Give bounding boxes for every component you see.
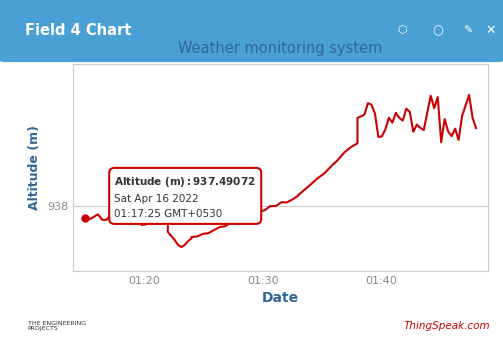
Text: $\bf{Altitude\ (m):937.49072}$
Sat Apr 16 2022
01:17:25 GMT+0530: $\bf{Altitude\ (m):937.49072}$ Sat Apr 1… bbox=[114, 175, 256, 219]
Text: ✎: ✎ bbox=[463, 26, 472, 35]
Text: Field 4 Chart: Field 4 Chart bbox=[25, 23, 131, 38]
Text: ⬡: ⬡ bbox=[397, 26, 407, 35]
Text: ○: ○ bbox=[432, 24, 443, 37]
Y-axis label: Altitude (m): Altitude (m) bbox=[28, 125, 41, 210]
Title: Weather monitoring system: Weather monitoring system bbox=[178, 41, 383, 56]
X-axis label: Date: Date bbox=[262, 291, 299, 305]
Text: ThingSpeak.com: ThingSpeak.com bbox=[404, 321, 490, 331]
Bar bbox=[6, 33, 497, 53]
Text: THE ENGINEERING
PROJECTS: THE ENGINEERING PROJECTS bbox=[28, 321, 86, 332]
Text: ✕: ✕ bbox=[485, 24, 495, 37]
FancyBboxPatch shape bbox=[0, 0, 503, 62]
